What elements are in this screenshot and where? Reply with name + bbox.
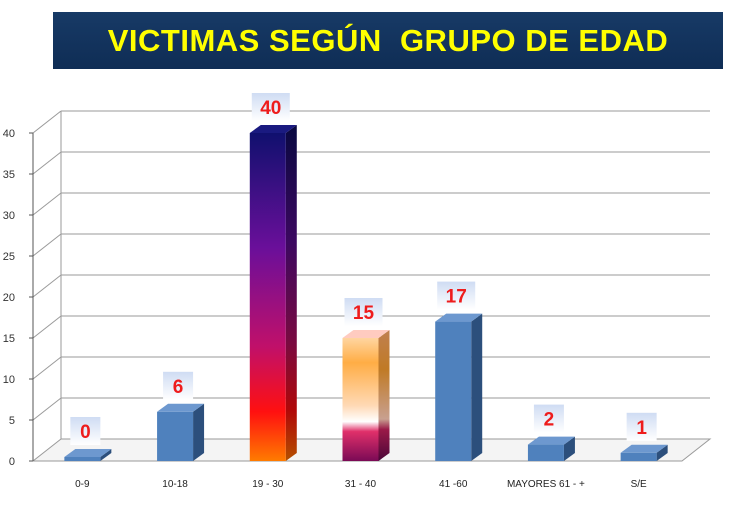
x-tick-label: 0-9 [75, 479, 90, 490]
bar-side [378, 330, 390, 461]
gridline-side [32, 192, 62, 216]
chart-title: VICTIMAS SEGÚN GRUPO DE EDAD [107, 22, 669, 58]
data-label: 40 [260, 98, 281, 119]
bar-side [193, 403, 205, 461]
x-tick-label: S/E [631, 479, 647, 490]
data-label: 15 [353, 303, 375, 324]
y-tick-label: 15 [3, 333, 15, 345]
bar [620, 452, 657, 461]
gridline-side [32, 274, 62, 298]
gridline-side [32, 151, 62, 175]
gridline-side [32, 233, 62, 257]
bar [435, 321, 472, 461]
bar-top [64, 449, 112, 457]
title-banner: VICTIMAS SEGÚN GRUPO DE EDAD [53, 12, 723, 69]
y-tick-label: 30 [3, 210, 15, 222]
x-tick-label: 41 -60 [439, 479, 468, 490]
x-tick-label: MAYORES 61 - + [507, 479, 585, 490]
data-label: 2 [544, 410, 555, 431]
x-tick-label: 19 - 30 [252, 479, 284, 490]
data-label-box [70, 417, 101, 445]
bar-side [471, 313, 483, 461]
y-tick-label: 20 [3, 292, 15, 304]
data-label: 17 [446, 287, 467, 308]
data-label: 1 [636, 418, 647, 439]
bar-top [435, 313, 483, 322]
bar-top [342, 330, 390, 338]
bar-top [249, 125, 297, 133]
bar [342, 338, 379, 461]
x-tick-label: 10-18 [162, 479, 188, 490]
bar [157, 411, 194, 461]
data-label-box [437, 281, 476, 310]
data-label-box [163, 371, 194, 400]
bar-top [157, 403, 205, 412]
bar-side [656, 444, 668, 461]
y-tick-label: 0 [9, 456, 15, 468]
data-label: 0 [80, 422, 91, 443]
data-label-box [251, 93, 290, 121]
bar [249, 133, 286, 461]
y-tick-label: 40 [3, 128, 15, 140]
data-label-box [344, 298, 383, 326]
gridline-side [32, 397, 62, 421]
bar-side [100, 449, 112, 461]
bar-top [527, 436, 575, 445]
y-tick-label: 25 [3, 251, 15, 263]
y-tick-label: 10 [3, 374, 15, 386]
data-label: 6 [173, 377, 184, 398]
gridline-side [32, 356, 62, 380]
y-tick-label: 35 [3, 169, 15, 181]
bar-side [563, 436, 575, 461]
bar-side [285, 125, 297, 461]
bars [64, 125, 668, 461]
y-tick-label: 5 [9, 415, 15, 427]
bar [527, 444, 564, 461]
bar [64, 457, 101, 461]
bar-top [620, 444, 668, 453]
gridline-side [32, 315, 62, 339]
gridline-side [32, 110, 62, 134]
x-tick-label: 31 - 40 [345, 479, 377, 490]
data-labels: 0 6 40 15 17 2 1 [70, 93, 657, 445]
data-label-box [626, 412, 657, 441]
data-label-box [533, 404, 564, 433]
